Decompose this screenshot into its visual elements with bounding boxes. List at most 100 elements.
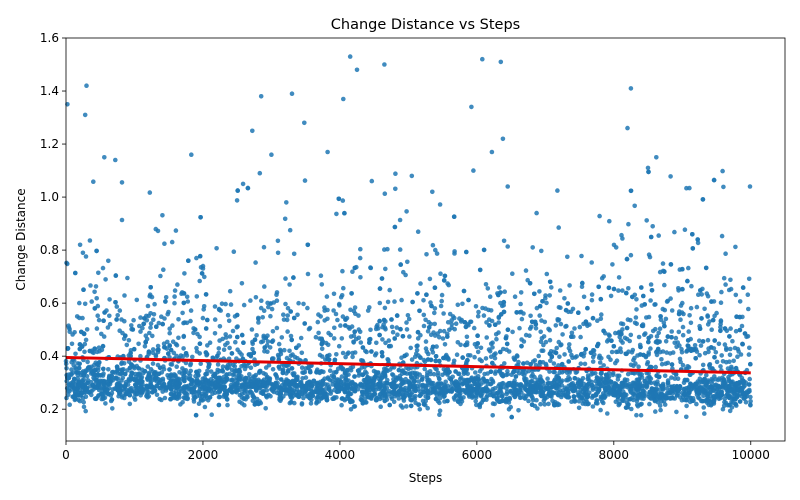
data-point	[554, 386, 559, 391]
data-point	[229, 351, 235, 356]
data-point	[672, 229, 677, 235]
data-point	[551, 369, 556, 375]
data-point	[148, 285, 153, 290]
data-point	[406, 316, 412, 322]
data-point	[707, 362, 712, 368]
data-point	[661, 320, 667, 326]
data-point	[150, 333, 155, 339]
data-point	[152, 372, 157, 377]
data-point	[438, 271, 443, 277]
data-point	[109, 397, 115, 402]
data-point	[552, 402, 557, 408]
data-point	[100, 343, 106, 349]
data-point	[340, 198, 346, 203]
data-point	[107, 313, 112, 319]
data-point	[349, 324, 355, 329]
data-point	[705, 313, 710, 318]
data-point	[713, 350, 719, 355]
data-point	[391, 391, 397, 397]
data-point	[200, 315, 206, 321]
points-layer	[63, 54, 753, 420]
data-point	[519, 344, 524, 349]
data-point	[326, 357, 332, 363]
data-point	[415, 291, 420, 296]
data-point	[209, 369, 214, 374]
data-point	[559, 378, 565, 384]
data-point	[532, 374, 537, 380]
data-point	[254, 400, 260, 405]
data-point	[692, 343, 698, 348]
data-point	[426, 351, 431, 357]
data-point	[432, 306, 438, 311]
data-point	[176, 389, 182, 394]
data-point	[578, 334, 583, 340]
data-point	[383, 340, 388, 346]
data-point	[521, 311, 526, 316]
data-point	[678, 317, 683, 323]
data-point	[358, 246, 363, 252]
data-point	[382, 392, 388, 398]
data-point	[433, 396, 439, 402]
data-point	[167, 367, 172, 372]
data-point	[395, 332, 400, 338]
data-point	[329, 378, 335, 384]
data-point	[93, 396, 99, 402]
data-point	[316, 330, 321, 336]
data-point	[269, 339, 275, 344]
data-point	[76, 365, 82, 371]
data-point	[698, 385, 703, 391]
data-point	[380, 353, 385, 359]
data-point	[546, 391, 551, 397]
data-point	[480, 397, 486, 403]
data-point	[437, 358, 442, 364]
data-point	[721, 403, 727, 409]
data-point	[263, 406, 269, 411]
data-point	[606, 285, 612, 291]
data-point	[437, 376, 442, 382]
data-point	[228, 378, 234, 383]
data-point	[343, 317, 348, 322]
data-point	[547, 293, 552, 298]
data-point	[334, 395, 339, 400]
data-point	[113, 300, 118, 305]
data-point	[551, 361, 557, 366]
data-point	[261, 371, 266, 376]
data-point	[234, 368, 239, 373]
data-point	[726, 388, 732, 393]
data-point	[608, 379, 614, 385]
data-point	[534, 210, 539, 216]
data-point	[261, 380, 266, 385]
data-point	[530, 245, 535, 250]
data-point	[547, 369, 552, 374]
data-point	[206, 364, 211, 370]
data-point	[123, 333, 128, 339]
data-point	[530, 397, 536, 403]
data-point	[434, 344, 439, 349]
data-point	[544, 271, 550, 277]
data-point	[219, 301, 225, 307]
data-point	[194, 255, 199, 261]
data-point	[437, 395, 443, 401]
data-point	[239, 281, 245, 286]
data-point	[106, 377, 112, 383]
data-point	[585, 305, 590, 311]
data-point	[440, 386, 446, 391]
data-point	[331, 291, 337, 297]
data-point	[559, 383, 565, 388]
data-point	[407, 393, 412, 398]
data-point	[565, 390, 571, 396]
data-point	[475, 349, 481, 355]
data-point	[82, 369, 88, 375]
data-point	[618, 338, 624, 343]
data-point	[648, 234, 654, 240]
data-point	[129, 323, 134, 328]
data-point	[220, 336, 225, 342]
data-point	[319, 282, 325, 287]
data-point	[392, 224, 398, 230]
data-point	[332, 357, 338, 363]
data-point	[160, 321, 165, 327]
data-point	[433, 247, 438, 253]
data-point	[250, 393, 255, 399]
data-point	[512, 294, 518, 300]
data-point	[301, 301, 306, 307]
